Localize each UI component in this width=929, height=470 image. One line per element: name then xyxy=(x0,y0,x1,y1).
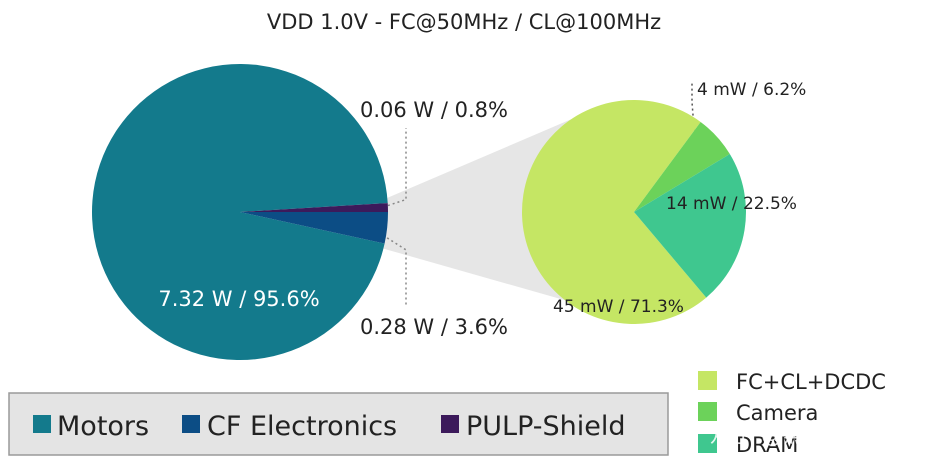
label-motors: 7.32 W / 95.6% xyxy=(158,287,319,311)
zoom-connector xyxy=(383,119,572,301)
legend-label-dram: DRAM xyxy=(736,433,798,457)
chart-title: VDD 1.0V - FC@50MHz / CL@100MHz xyxy=(267,10,661,34)
legend-label-cf-electronics: CF Electronics xyxy=(207,411,397,442)
pie-slice-pulp-shield xyxy=(240,203,388,212)
watermark: 知乎 @黑森矩阵 xyxy=(710,423,871,448)
legend-swatch-pulp-shield xyxy=(441,415,459,433)
leader-line-camera xyxy=(691,82,697,156)
label-cf-electronics: 0.28 W / 3.6% xyxy=(360,315,508,339)
label-camera: 4 mW / 6.2% xyxy=(697,80,806,100)
legend-label-camera: Camera xyxy=(736,401,818,425)
legend-main: Motors CF Electronics PULP-Shield xyxy=(8,392,669,456)
pie-slice-fc-cl-dcdc xyxy=(521,100,707,325)
legend-swatch-cf-electronics xyxy=(182,415,200,433)
label-dram: 14 mW / 22.5% xyxy=(666,194,797,214)
legend-swatch-motors xyxy=(33,415,51,433)
pie-slice-motors xyxy=(92,64,388,361)
pie-slice-cf-electronics xyxy=(240,212,388,244)
label-pulp-shield: 0.06 W / 0.8% xyxy=(360,98,508,122)
legend-swatch-fc-cl-dcdc xyxy=(698,371,717,390)
legend-label-fc-cl-dcdc: FC+CL+DCDC xyxy=(736,370,886,394)
legend-label-motors: Motors xyxy=(57,411,149,442)
legend-swatch-camera xyxy=(698,402,717,421)
pie-slice-camera xyxy=(634,121,730,212)
legend-swatch-dram xyxy=(698,434,717,453)
legend-label-pulp-shield: PULP-Shield xyxy=(466,411,626,442)
pie-slice-dram xyxy=(634,154,747,298)
legend-detail: FC+CL+DCDC Camera DRAM xyxy=(698,370,886,457)
leader-line-pulp xyxy=(387,128,407,207)
label-fc-cl-dcdc: 45 mW / 71.3% xyxy=(553,297,684,317)
